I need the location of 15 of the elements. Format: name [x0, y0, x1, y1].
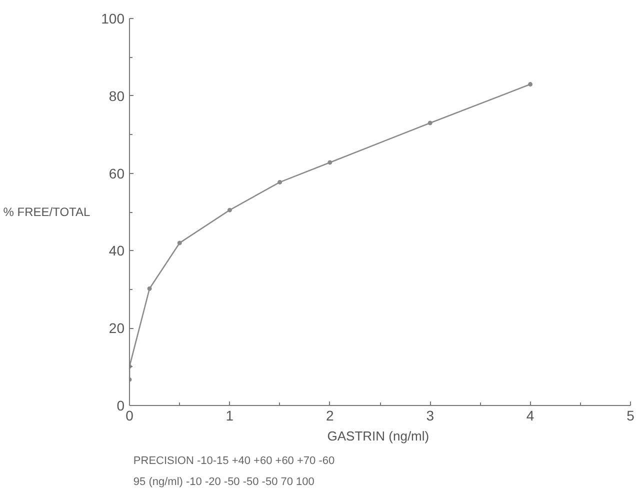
y-tick-label: 0 [116, 398, 125, 414]
y-tick-label: 100 [101, 10, 125, 26]
y-tick-label: 20 [108, 320, 125, 336]
text: PRECISION -10-15 +40 +60 +60 +70 -60 [133, 455, 335, 468]
x-tick-label: 1 [226, 408, 234, 424]
x-axis-title: GASTRIN (ng/ml) [327, 428, 430, 444]
y-tick-label: 60 [108, 165, 125, 182]
y-tick-label: 40 [108, 242, 125, 259]
x-tick-label: 3 [426, 408, 434, 424]
y-tick-label: 80 [108, 88, 125, 104]
y-axis-title: % FREE/TOTAL [3, 205, 90, 219]
x-tick-label: 4 [526, 408, 534, 424]
text: 95 (ng/ml) -10 -20 -50 -50 -50 70 100 [133, 476, 314, 488]
x-tick-label: 2 [326, 408, 334, 424]
x-tick-label: 5 [626, 408, 635, 424]
